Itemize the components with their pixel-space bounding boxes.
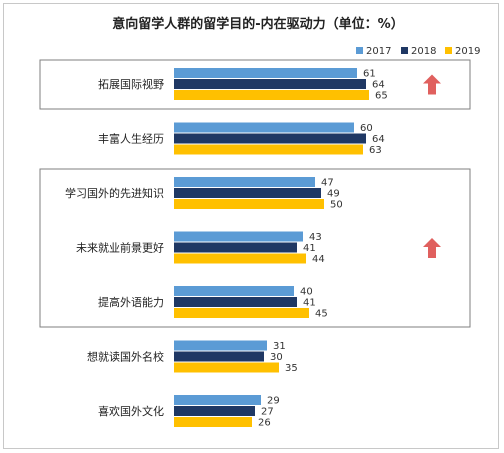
legend-label-2019: 2019 bbox=[455, 46, 480, 57]
category-label-2: 学习国外的先进知识 bbox=[65, 186, 164, 200]
highlight-box-0 bbox=[39, 59, 471, 110]
bar-2017-0 bbox=[174, 68, 357, 78]
category-label-6: 喜欢国外文化 bbox=[98, 404, 164, 418]
bar-2019-0 bbox=[174, 90, 369, 100]
category-label-5: 想就读国外名校 bbox=[87, 350, 164, 364]
highlight-box-1 bbox=[39, 168, 471, 328]
legend-swatch-2018 bbox=[401, 47, 408, 54]
bar-2019-4 bbox=[174, 308, 309, 318]
chart-figure: 意向留学人群的留学目的-内在驱动力（单位：%） 2017 2018 2019 61 6… bbox=[3, 3, 499, 449]
trend-up-arrow-0 bbox=[423, 74, 441, 95]
bar-2018-1 bbox=[174, 133, 366, 144]
value-label-2018-2: 49 bbox=[327, 189, 340, 200]
category-label-3: 未来就业前景更好 bbox=[76, 241, 164, 255]
value-label-2018-0: 64 bbox=[372, 80, 385, 91]
chart-title: 意向留学人群的留学目的-内在驱动力（单位：%） bbox=[112, 16, 403, 32]
legend-swatch-2017 bbox=[356, 47, 363, 54]
trend-arrows bbox=[423, 74, 441, 258]
value-label-2019-4: 45 bbox=[315, 309, 328, 320]
bar-2018-0 bbox=[174, 79, 366, 89]
value-label-2019-3: 44 bbox=[312, 254, 325, 265]
value-label-2018-6: 27 bbox=[261, 407, 274, 418]
value-labels: 6164656064634749504341444041453130352927… bbox=[258, 69, 388, 429]
bar-2018-6 bbox=[174, 406, 255, 416]
bar-2018-4 bbox=[174, 297, 297, 307]
value-label-2018-3: 41 bbox=[303, 243, 316, 254]
bar-2019-3 bbox=[174, 253, 306, 264]
bar-2018-5 bbox=[174, 351, 264, 362]
value-label-2017-0: 61 bbox=[363, 69, 376, 80]
value-label-2019-5: 35 bbox=[285, 363, 298, 374]
bar-2018-2 bbox=[174, 188, 321, 198]
highlight-boxes bbox=[39, 59, 471, 328]
category-labels: 拓展国际视野丰富人生经历学习国外的先进知识未来就业前景更好提高外语能力想就读国外… bbox=[65, 77, 164, 418]
bar-2018-3 bbox=[174, 242, 297, 253]
bar-2017-1 bbox=[174, 122, 354, 133]
value-label-2017-1: 60 bbox=[360, 123, 373, 134]
value-label-2019-0: 65 bbox=[375, 91, 388, 102]
bar-2019-6 bbox=[174, 417, 252, 427]
value-label-2019-2: 50 bbox=[330, 200, 343, 211]
category-label-4: 提高外语能力 bbox=[98, 295, 164, 309]
legend: 2017 2018 2019 bbox=[356, 46, 480, 57]
bar-2017-3 bbox=[174, 231, 303, 242]
bars bbox=[174, 68, 369, 427]
bar-2017-4 bbox=[174, 286, 294, 296]
value-label-2018-4: 41 bbox=[303, 298, 316, 309]
value-label-2019-6: 26 bbox=[258, 418, 271, 429]
bar-2019-2 bbox=[174, 199, 324, 209]
bar-2019-1 bbox=[174, 144, 363, 155]
value-label-2019-1: 63 bbox=[369, 145, 382, 156]
value-label-2017-3: 43 bbox=[309, 232, 322, 243]
bar-2017-2 bbox=[174, 177, 315, 187]
legend-swatch-2019 bbox=[445, 47, 452, 54]
trend-up-arrow-1 bbox=[423, 238, 441, 258]
value-label-2018-1: 64 bbox=[372, 134, 385, 145]
value-label-2017-2: 47 bbox=[321, 178, 334, 189]
value-label-2017-5: 31 bbox=[273, 341, 286, 352]
value-label-2017-6: 29 bbox=[267, 396, 280, 407]
category-label-1: 丰富人生经历 bbox=[98, 132, 164, 146]
bar-2017-5 bbox=[174, 340, 267, 351]
value-label-2017-4: 40 bbox=[300, 287, 313, 298]
bar-2019-5 bbox=[174, 362, 279, 373]
category-label-0: 拓展国际视野 bbox=[98, 77, 164, 91]
legend-label-2018: 2018 bbox=[411, 46, 436, 57]
bar-2017-6 bbox=[174, 395, 261, 405]
value-label-2018-5: 30 bbox=[270, 352, 283, 363]
chart-canvas: 意向留学人群的留学目的-内在驱动力（单位：%） 2017 2018 2019 616… bbox=[39, 16, 480, 429]
legend-label-2017: 2017 bbox=[366, 46, 391, 57]
